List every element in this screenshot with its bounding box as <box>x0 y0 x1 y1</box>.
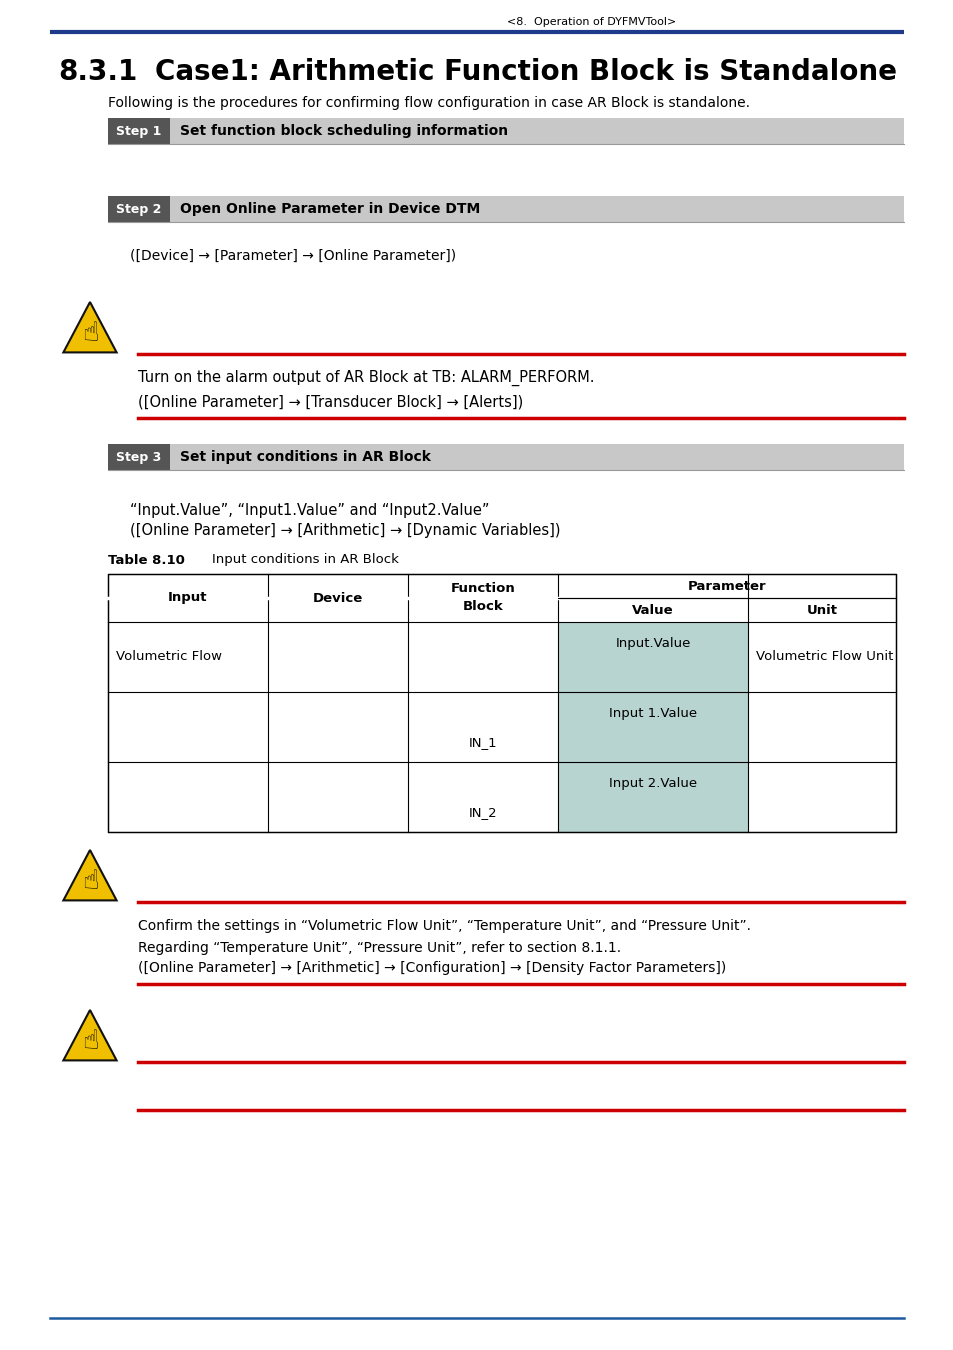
Text: Device: Device <box>313 591 363 605</box>
Text: Confirm the settings in “Volumetric Flow Unit”, “Temperature Unit”, and “Pressur: Confirm the settings in “Volumetric Flow… <box>138 919 750 933</box>
Text: Volumetric Flow Unit: Volumetric Flow Unit <box>755 651 892 663</box>
Text: Set function block scheduling information: Set function block scheduling informatio… <box>180 124 508 138</box>
Bar <box>108 574 895 832</box>
Bar <box>108 574 895 832</box>
Text: Step 1: Step 1 <box>116 124 161 138</box>
Polygon shape <box>63 1010 116 1060</box>
Text: Following is the procedures for confirming flow configuration in case AR Block i: Following is the procedures for confirmi… <box>108 96 749 109</box>
Text: Parameter: Parameter <box>687 579 765 593</box>
Text: Input: Input <box>168 591 208 605</box>
Text: Case1: Arithmetic Function Block is Standalone: Case1: Arithmetic Function Block is Stan… <box>154 58 896 86</box>
Text: IN_1: IN_1 <box>468 736 497 749</box>
Bar <box>108 444 170 470</box>
Text: Turn on the alarm output of AR Block at TB: ALARM_PERFORM.: Turn on the alarm output of AR Block at … <box>138 370 594 386</box>
Text: “Input.Value”, “Input1.Value” and “Input2.Value”: “Input.Value”, “Input1.Value” and “Input… <box>130 502 489 517</box>
Text: Table 8.10: Table 8.10 <box>108 554 185 567</box>
Text: Unit: Unit <box>805 603 837 617</box>
Bar <box>108 444 903 470</box>
Text: Step 3: Step 3 <box>116 451 161 463</box>
Text: Volumetric Flow: Volumetric Flow <box>116 651 222 663</box>
Text: IN_2: IN_2 <box>468 806 497 819</box>
Text: ([Online Parameter] → [Arithmetic] → [Dynamic Variables]): ([Online Parameter] → [Arithmetic] → [Dy… <box>130 522 560 537</box>
Bar <box>108 196 903 221</box>
Text: ☝: ☝ <box>82 1029 98 1056</box>
Text: ([Device] → [Parameter] → [Online Parameter]): ([Device] → [Parameter] → [Online Parame… <box>130 248 456 263</box>
Text: Step 2: Step 2 <box>116 202 161 216</box>
Text: Input conditions in AR Block: Input conditions in AR Block <box>212 554 398 567</box>
Text: Input.Value: Input.Value <box>615 636 690 649</box>
Text: Set input conditions in AR Block: Set input conditions in AR Block <box>180 450 431 464</box>
Bar <box>108 117 170 144</box>
Text: ☝: ☝ <box>82 321 98 347</box>
Text: <8.  Operation of DYFMVTool>: <8. Operation of DYFMVTool> <box>506 18 676 27</box>
Text: Function
Block: Function Block <box>450 582 515 613</box>
Text: ([Online Parameter] → [Transducer Block] → [Alerts]): ([Online Parameter] → [Transducer Block]… <box>138 394 522 409</box>
Polygon shape <box>63 850 116 900</box>
Text: Regarding “Temperature Unit”, “Pressure Unit”, refer to section 8.1.1.: Regarding “Temperature Unit”, “Pressure … <box>138 941 620 954</box>
Text: ☝: ☝ <box>82 869 98 895</box>
Text: 8.3.1: 8.3.1 <box>58 58 137 86</box>
Bar <box>108 196 170 221</box>
Text: Input 1.Value: Input 1.Value <box>608 706 697 720</box>
Polygon shape <box>63 302 116 352</box>
Bar <box>558 622 747 832</box>
Bar <box>108 117 903 144</box>
Text: Value: Value <box>632 603 673 617</box>
Text: Open Online Parameter in Device DTM: Open Online Parameter in Device DTM <box>180 202 479 216</box>
Text: Input 2.Value: Input 2.Value <box>608 776 697 790</box>
Text: ([Online Parameter] → [Arithmetic] → [Configuration] → [Density Factor Parameter: ([Online Parameter] → [Arithmetic] → [Co… <box>138 961 725 975</box>
